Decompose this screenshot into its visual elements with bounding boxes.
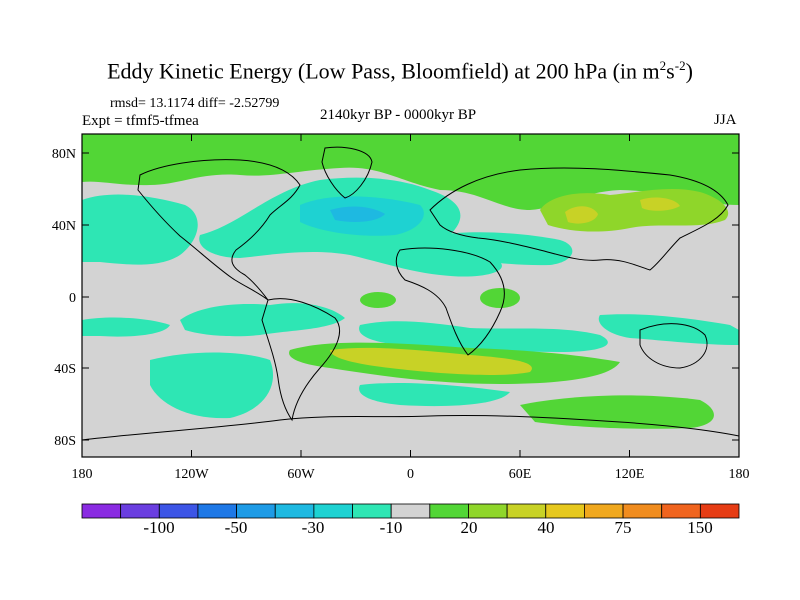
lat-tick-label: 40S: [54, 362, 76, 377]
colorbar-box: [274, 503, 315, 519]
colorbar-box: [661, 503, 701, 519]
antarctic-green: [520, 395, 714, 429]
australia-coast: [639, 323, 708, 369]
colorbar-box: [352, 503, 392, 519]
field-layer: [82, 134, 739, 457]
antarctica-coast: [81, 414, 740, 441]
colorbar-label: -10: [380, 518, 403, 537]
africa-coast: [395, 247, 505, 356]
colorbar-box: [429, 503, 469, 519]
southern-yellow-core: [330, 347, 532, 375]
lon-tick-label: 60E: [509, 467, 532, 482]
colorbar-box: [545, 503, 585, 519]
colorbar-box: [313, 503, 353, 519]
colorbar-box: [699, 503, 740, 519]
season-label: JJA: [714, 112, 737, 128]
colorbar-box: [390, 503, 431, 519]
south-indian-blue: [598, 314, 739, 345]
colorbar-label: 20: [461, 518, 478, 537]
colorbar-box: [197, 503, 237, 519]
colorbar-labels: -100 -50 -30 -10 20 40 75 150: [143, 518, 712, 537]
colorbar-label: 75: [615, 518, 632, 537]
south-america-coast: [261, 298, 340, 422]
longitude-axis: [81, 134, 740, 457]
colorbar-box: [468, 503, 508, 519]
colorbar-box: [622, 503, 663, 519]
colorbar: [81, 503, 740, 519]
lat-tick-label: 80N: [52, 147, 76, 162]
lon-tick-label: 120W: [174, 467, 209, 482]
north-pacific-blue: [82, 194, 198, 265]
coastlines: [81, 146, 740, 441]
southern-ocean-blue-2: [359, 382, 510, 407]
lon-tick-label: 180: [729, 467, 750, 482]
colorbar-box: [506, 503, 547, 519]
colorbar-box: [81, 503, 122, 519]
rmsd-stats: rmsd= 13.1174 diff= -2.52799: [110, 96, 280, 111]
colorbar-box: [584, 503, 624, 519]
africa-green-patch: [480, 288, 520, 308]
colorbar-label: -50: [225, 518, 248, 537]
southern-ocean-blue: [150, 352, 274, 419]
south-atlantic-blue: [359, 321, 608, 352]
europe-asia-coast: [429, 167, 729, 271]
atlantic-green-patch: [360, 292, 396, 308]
colorbar-label: 40: [538, 518, 555, 537]
asia-yellow-core: [565, 197, 680, 224]
lon-tick-label: 0: [407, 467, 414, 482]
south-pacific-west-blue: [82, 317, 170, 337]
colorbar-label: -30: [302, 518, 325, 537]
north-atlantic-deep: [330, 206, 385, 222]
greenland-coast: [321, 146, 373, 199]
plot-title: Eddy Kinetic Energy (Low Pass, Bloomfiel…: [107, 58, 693, 84]
colorbar-label: -100: [143, 518, 174, 537]
arctic-green-band: [82, 134, 739, 210]
north-america-coast: [137, 159, 301, 301]
lon-tick-label: 120E: [615, 467, 645, 482]
colorbar-box: [120, 503, 160, 519]
colorbar-box: [158, 503, 199, 519]
latitude-axis: [82, 152, 739, 441]
lon-tick-label: 180: [72, 467, 93, 482]
lat-tick-label: 80S: [54, 434, 76, 449]
lon-tick-label: 60W: [287, 467, 315, 482]
lat-tick-label: 0: [69, 291, 76, 306]
central-asia-blue: [440, 232, 573, 266]
colorbar-label: 150: [687, 518, 713, 537]
period-label: 2140kyr BP - 0000kyr BP: [320, 107, 477, 123]
experiment-label: Expt = tfmf5-tfmea: [82, 113, 199, 129]
colorbar-box: [236, 503, 276, 519]
lat-tick-label: 40N: [52, 219, 76, 234]
